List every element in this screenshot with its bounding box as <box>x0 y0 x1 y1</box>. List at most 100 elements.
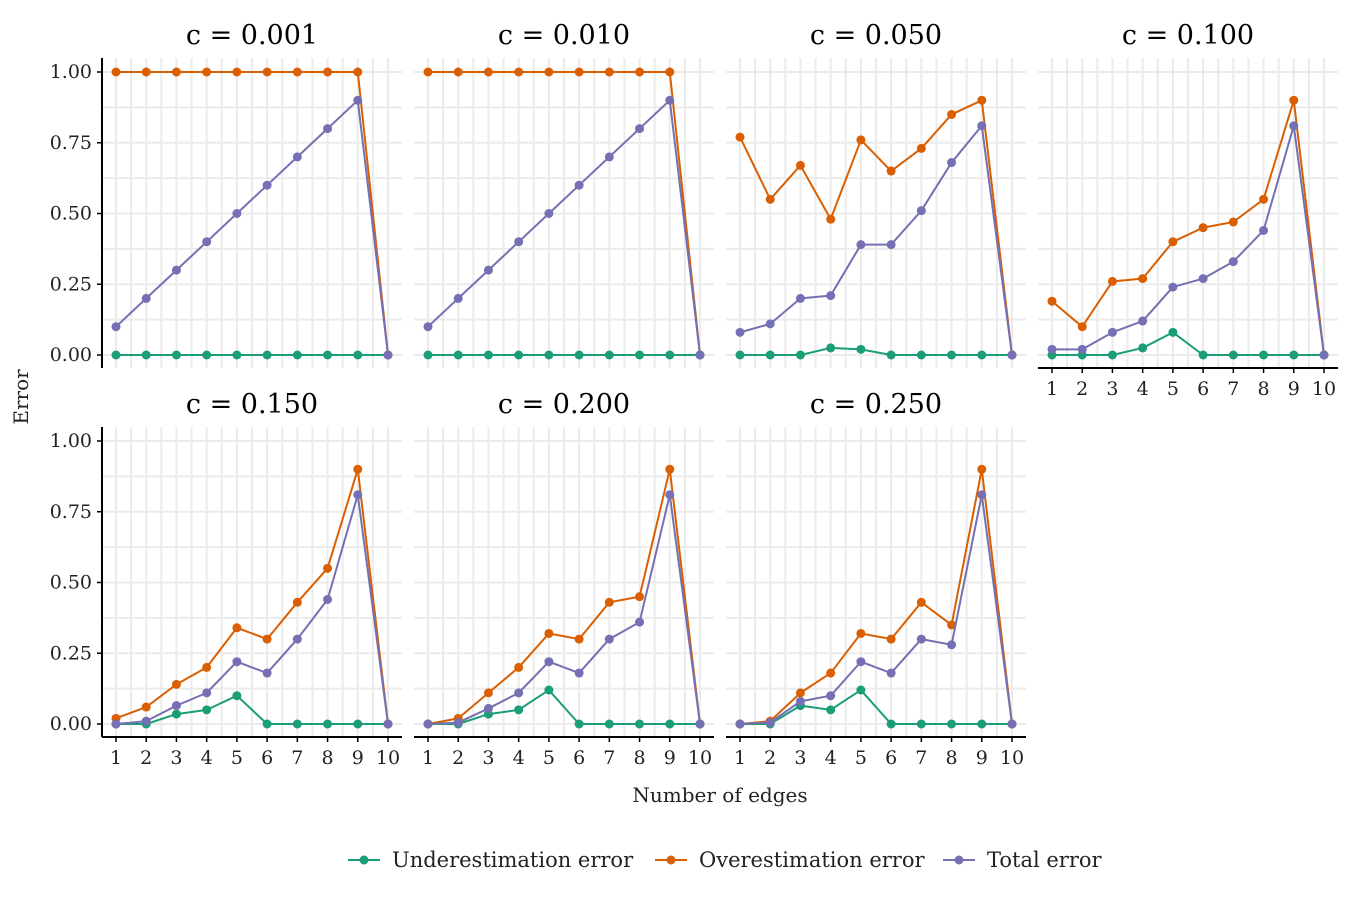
data-point <box>141 350 151 360</box>
panel-c-0-050: c = 0.050 <box>726 20 1026 368</box>
data-point <box>886 719 896 729</box>
data-point <box>1289 121 1299 131</box>
data-point <box>232 623 242 633</box>
x-tick-label: 5 <box>855 747 867 769</box>
data-point <box>514 705 524 715</box>
series-line <box>115 468 389 725</box>
data-point <box>604 634 614 644</box>
legend-label: Underestimation error <box>392 848 634 872</box>
data-point <box>977 121 987 131</box>
data-point <box>916 206 926 216</box>
x-axis-title: Number of edges <box>632 783 807 807</box>
data-point <box>826 705 836 715</box>
legend-item-total-error: Total error <box>943 848 1103 872</box>
data-point <box>1289 95 1299 105</box>
data-point <box>483 350 493 360</box>
x-tick-label: 1 <box>110 747 122 769</box>
data-point <box>826 668 836 678</box>
panels: c = 0.001 0.00 0.25 0.50 0.75 1.00 c = 0.010 c … <box>50 20 1338 769</box>
data-point <box>453 67 463 77</box>
data-point <box>514 350 524 360</box>
data-point <box>1047 344 1057 354</box>
data-point <box>826 691 836 701</box>
data-point <box>574 350 584 360</box>
data-point <box>383 719 393 729</box>
series-total-error <box>1047 121 1329 360</box>
data-point <box>635 350 645 360</box>
legend-item-overestimation-error: Overestimation error <box>655 848 925 872</box>
legend-label: Overestimation error <box>699 848 925 872</box>
data-point <box>735 132 745 142</box>
data-point <box>886 668 896 678</box>
x-tick-label: 1 <box>734 747 746 769</box>
panel-title: c = 0.100 <box>1122 20 1254 51</box>
series-total-error <box>735 121 1017 360</box>
data-point <box>353 350 363 360</box>
data-point <box>262 180 272 190</box>
data-point <box>141 293 151 303</box>
data-point <box>1107 350 1117 360</box>
legend-key-point <box>359 855 369 865</box>
data-point <box>514 67 524 77</box>
series-line <box>1052 331 1324 356</box>
data-point <box>665 464 675 474</box>
data-point <box>574 180 584 190</box>
panel-title: c = 0.250 <box>810 389 942 420</box>
data-point <box>635 67 645 77</box>
data-point <box>826 291 836 301</box>
x-tick-label: 2 <box>764 747 776 769</box>
x-tick-label: 3 <box>794 747 806 769</box>
data-point <box>544 209 554 218</box>
data-point <box>1198 274 1208 284</box>
data-point <box>232 691 242 701</box>
y-tick-label: 0.75 <box>50 501 92 523</box>
data-point <box>1228 217 1238 227</box>
y-tick-label: 1.00 <box>50 61 92 83</box>
data-point <box>856 240 866 250</box>
series-line <box>427 468 701 725</box>
x-tick-label: 3 <box>482 747 494 769</box>
data-point <box>916 597 926 607</box>
panel-c-0-010: c = 0.010 <box>414 20 714 368</box>
data-point <box>353 490 363 500</box>
panel-c-0-150: c = 0.150 0.00 0.25 0.50 0.75 1.00 1 2 3 4 5 6 7 8 9 10 <box>50 389 402 769</box>
data-point <box>665 719 675 729</box>
data-point <box>111 350 121 360</box>
legend-item-underestimation-error: Underestimation error <box>348 848 634 872</box>
data-point <box>232 657 242 667</box>
data-point <box>826 214 836 224</box>
data-point <box>947 640 957 650</box>
data-point <box>977 350 987 360</box>
data-point <box>323 350 333 360</box>
data-point <box>635 719 645 729</box>
data-point <box>353 67 363 77</box>
data-point <box>1259 225 1269 235</box>
x-tick-label: 5 <box>1167 378 1179 400</box>
series-line <box>428 689 700 725</box>
x-tick-label: 1 <box>422 747 434 769</box>
data-point <box>1138 316 1148 326</box>
data-point <box>111 719 121 729</box>
data-point <box>1198 223 1208 233</box>
data-point <box>826 343 836 353</box>
data-point <box>1138 274 1148 284</box>
data-point <box>916 350 926 360</box>
data-point <box>483 688 493 698</box>
y-tick-label: 0.50 <box>50 572 92 594</box>
panel-title: c = 0.010 <box>498 20 630 51</box>
data-point <box>977 464 987 474</box>
data-point <box>292 350 302 360</box>
series-line <box>427 493 701 725</box>
y-tick-label: 0.25 <box>50 273 92 295</box>
panel-title: c = 0.001 <box>186 20 318 51</box>
x-tick-label: 2 <box>140 747 152 769</box>
data-point <box>171 679 181 689</box>
x-tick-label: 6 <box>261 747 273 769</box>
data-point <box>765 194 775 204</box>
x-tick-label: 8 <box>1258 378 1270 400</box>
data-point <box>1228 350 1238 360</box>
data-point <box>695 719 705 729</box>
data-point <box>323 67 333 77</box>
data-point <box>735 719 745 729</box>
